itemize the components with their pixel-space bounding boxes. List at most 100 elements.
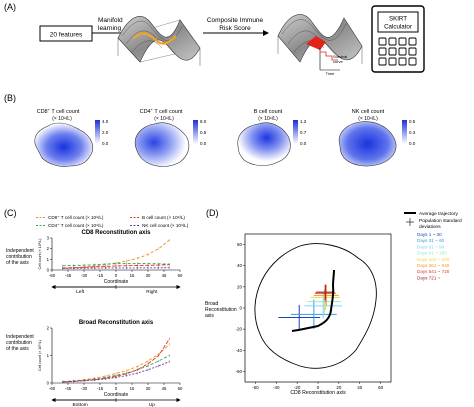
calculator-key (398, 47, 407, 56)
cbar-tick: 0.0 (409, 141, 416, 146)
series-line (62, 361, 170, 383)
x-tick-label: 20 (336, 385, 342, 390)
cbar-tick: 4.0 (102, 119, 109, 124)
y-tick-label: 60 (237, 242, 243, 247)
heatmap-cd8: CD8+ T cell count (× 10⁹/L) 4.0 2.0 0.0 (34, 107, 109, 167)
cbar-tick: 0.0 (102, 141, 109, 146)
days-legend-item: Days 721 ~ (417, 275, 441, 280)
d-ylabel-2: Reconstitution (205, 307, 237, 313)
panel-b-letter: (B) (4, 93, 16, 103)
days-legend-item: Days 361 ~ 540 (417, 263, 450, 268)
line-chart-cd8-axis: CD8 Reconstitution axis 0 1 2 3 -60 -45 -30 -15 0… (38, 230, 183, 295)
x-axis-label: Coordinate (104, 392, 129, 398)
direction-right-label: Right (146, 289, 158, 295)
side-label-3-bottom: of the axis (6, 346, 29, 352)
x-tick-label: -15 (97, 273, 104, 278)
side-label-2-bottom: contribution (6, 340, 32, 346)
risk-label-1: Composite Immune (207, 17, 264, 24)
chart-title: CD8 Reconstitution axis (81, 230, 151, 236)
manifold-surface-2 (277, 14, 363, 64)
x-tick-label: -20 (294, 385, 301, 390)
survival-label-1: Survival (333, 54, 347, 59)
side-label-1: Independent (6, 248, 34, 254)
manifold-label-2: learning (98, 25, 122, 32)
heatmap-nk: NK cell count (× 10⁹/L) 0.5 0.3 0.0 (338, 109, 416, 167)
y-tick-label: 1 (47, 353, 50, 358)
calculator-key (388, 57, 397, 66)
d-xlabel: CD8 Reconstitution axis (290, 390, 346, 396)
legend-label: CD8⁺ T cell count (× 10⁹/L) (48, 215, 104, 220)
x-tick-label: 30 (146, 386, 151, 391)
manifold-label-1: Manifold (98, 17, 123, 24)
x-tick-label: 15 (130, 386, 135, 391)
panel-d-letter: (D) (206, 208, 219, 218)
x-tick-label: 15 (130, 273, 135, 278)
x-tick-label: 0 (115, 386, 118, 391)
calculator-key (388, 37, 397, 46)
d-ylabel-1: Broad (205, 301, 219, 307)
calculator-label-1: SKIRT (389, 16, 407, 23)
x-tick-label: -45 (65, 273, 72, 278)
calculator-label-2: Calculator (384, 24, 412, 31)
heatmap-title: CD8+ T cell count (37, 107, 80, 115)
calculator-key (378, 47, 387, 56)
trajectory-plot: CD8 Reconstitution axis Broad Reconstitu… (205, 233, 392, 396)
cbar-tick: 2.0 (102, 130, 109, 135)
population-outline (254, 243, 377, 369)
panel-c-letter: (C) (4, 208, 17, 218)
x-tick-label: -45 (65, 386, 72, 391)
x-tick-label: 45 (162, 273, 167, 278)
x-tick-label: 0 (317, 385, 320, 390)
risk-label-2: Risk Score (219, 25, 251, 32)
days-legend-item: Days 31 ~ 60 (417, 238, 445, 243)
side-label-3: of the axis (6, 260, 29, 266)
days-legend-item: Days 91 ~ 180 (417, 251, 447, 256)
std-dev-crosses (278, 284, 342, 331)
y-tick-label: 40 (237, 263, 243, 268)
legend-label: deviations (419, 224, 441, 230)
legend-label: Average trajectory (419, 211, 458, 217)
heatmap-b-cell: B cell count (× 10⁹/L) 1.3 0.7 0.0 (237, 109, 307, 166)
y-tick-label: 2 (47, 246, 50, 251)
cbar-tick: 1.3 (300, 119, 307, 124)
cbar-tick: 0.0 (300, 141, 307, 146)
time-label: Time (326, 71, 336, 76)
direction-left-label: Left (76, 289, 85, 295)
calculator-icon: SKIRT Calculator (371, 5, 425, 73)
panel-a: (A) 20 features Manifold learning Compos… (4, 2, 425, 76)
y-tick-label: 0 (239, 306, 242, 311)
x-axis-label: Coordinate (104, 279, 129, 285)
cbar-tick: 0.3 (409, 130, 416, 135)
x-tick-label: 45 (162, 386, 167, 391)
days-legend-item: Days 1 ~ 30 (417, 232, 442, 237)
calculator-key (378, 57, 387, 66)
heatmap-title: B cell count (254, 109, 283, 115)
line-chart-broad-axis: Broad Reconstitution axis 0 1 2 -60 -45 -30 -15… (38, 320, 183, 407)
series-line (62, 262, 170, 267)
calculator-key (408, 57, 417, 66)
heatmap-unit: (× 10⁹/L) (358, 116, 378, 122)
y-tick-label: -20 (235, 327, 242, 332)
cbar-tick: 0.0 (200, 141, 207, 146)
calculator-key (408, 37, 417, 46)
plot-frame (244, 233, 392, 383)
legend-label: CD4⁺ T cell count (× 10⁹/L) (48, 223, 104, 228)
x-tick-label: 60 (378, 385, 384, 390)
days-legend-item: Days 541 ~ 720 (417, 269, 450, 274)
y-axis-label: Cell count (× 10⁹/L) (38, 238, 42, 269)
y-tick-label: 0 (47, 268, 50, 273)
y-tick-label: 2 (47, 326, 50, 331)
x-tick-label: -60 (49, 273, 56, 278)
heatmap-title: NK cell count (352, 109, 385, 115)
cbar-tick: 0.5 (200, 130, 207, 135)
direction-left-label: Bottom (73, 402, 88, 407)
legend-label: B cell count (× 10⁹/L) (142, 215, 185, 220)
days-legend-item: Days 61 ~ 90 (417, 244, 445, 249)
features-label: 20 features (50, 32, 83, 39)
chart-title: Broad Reconstitution axis (79, 320, 154, 326)
side-label-1-bottom: Independent (6, 334, 34, 340)
heatmap-title: CD4+ T cell count (140, 107, 183, 115)
x-tick-label: -60 (49, 386, 56, 391)
x-tick-label: 60 (178, 386, 183, 391)
